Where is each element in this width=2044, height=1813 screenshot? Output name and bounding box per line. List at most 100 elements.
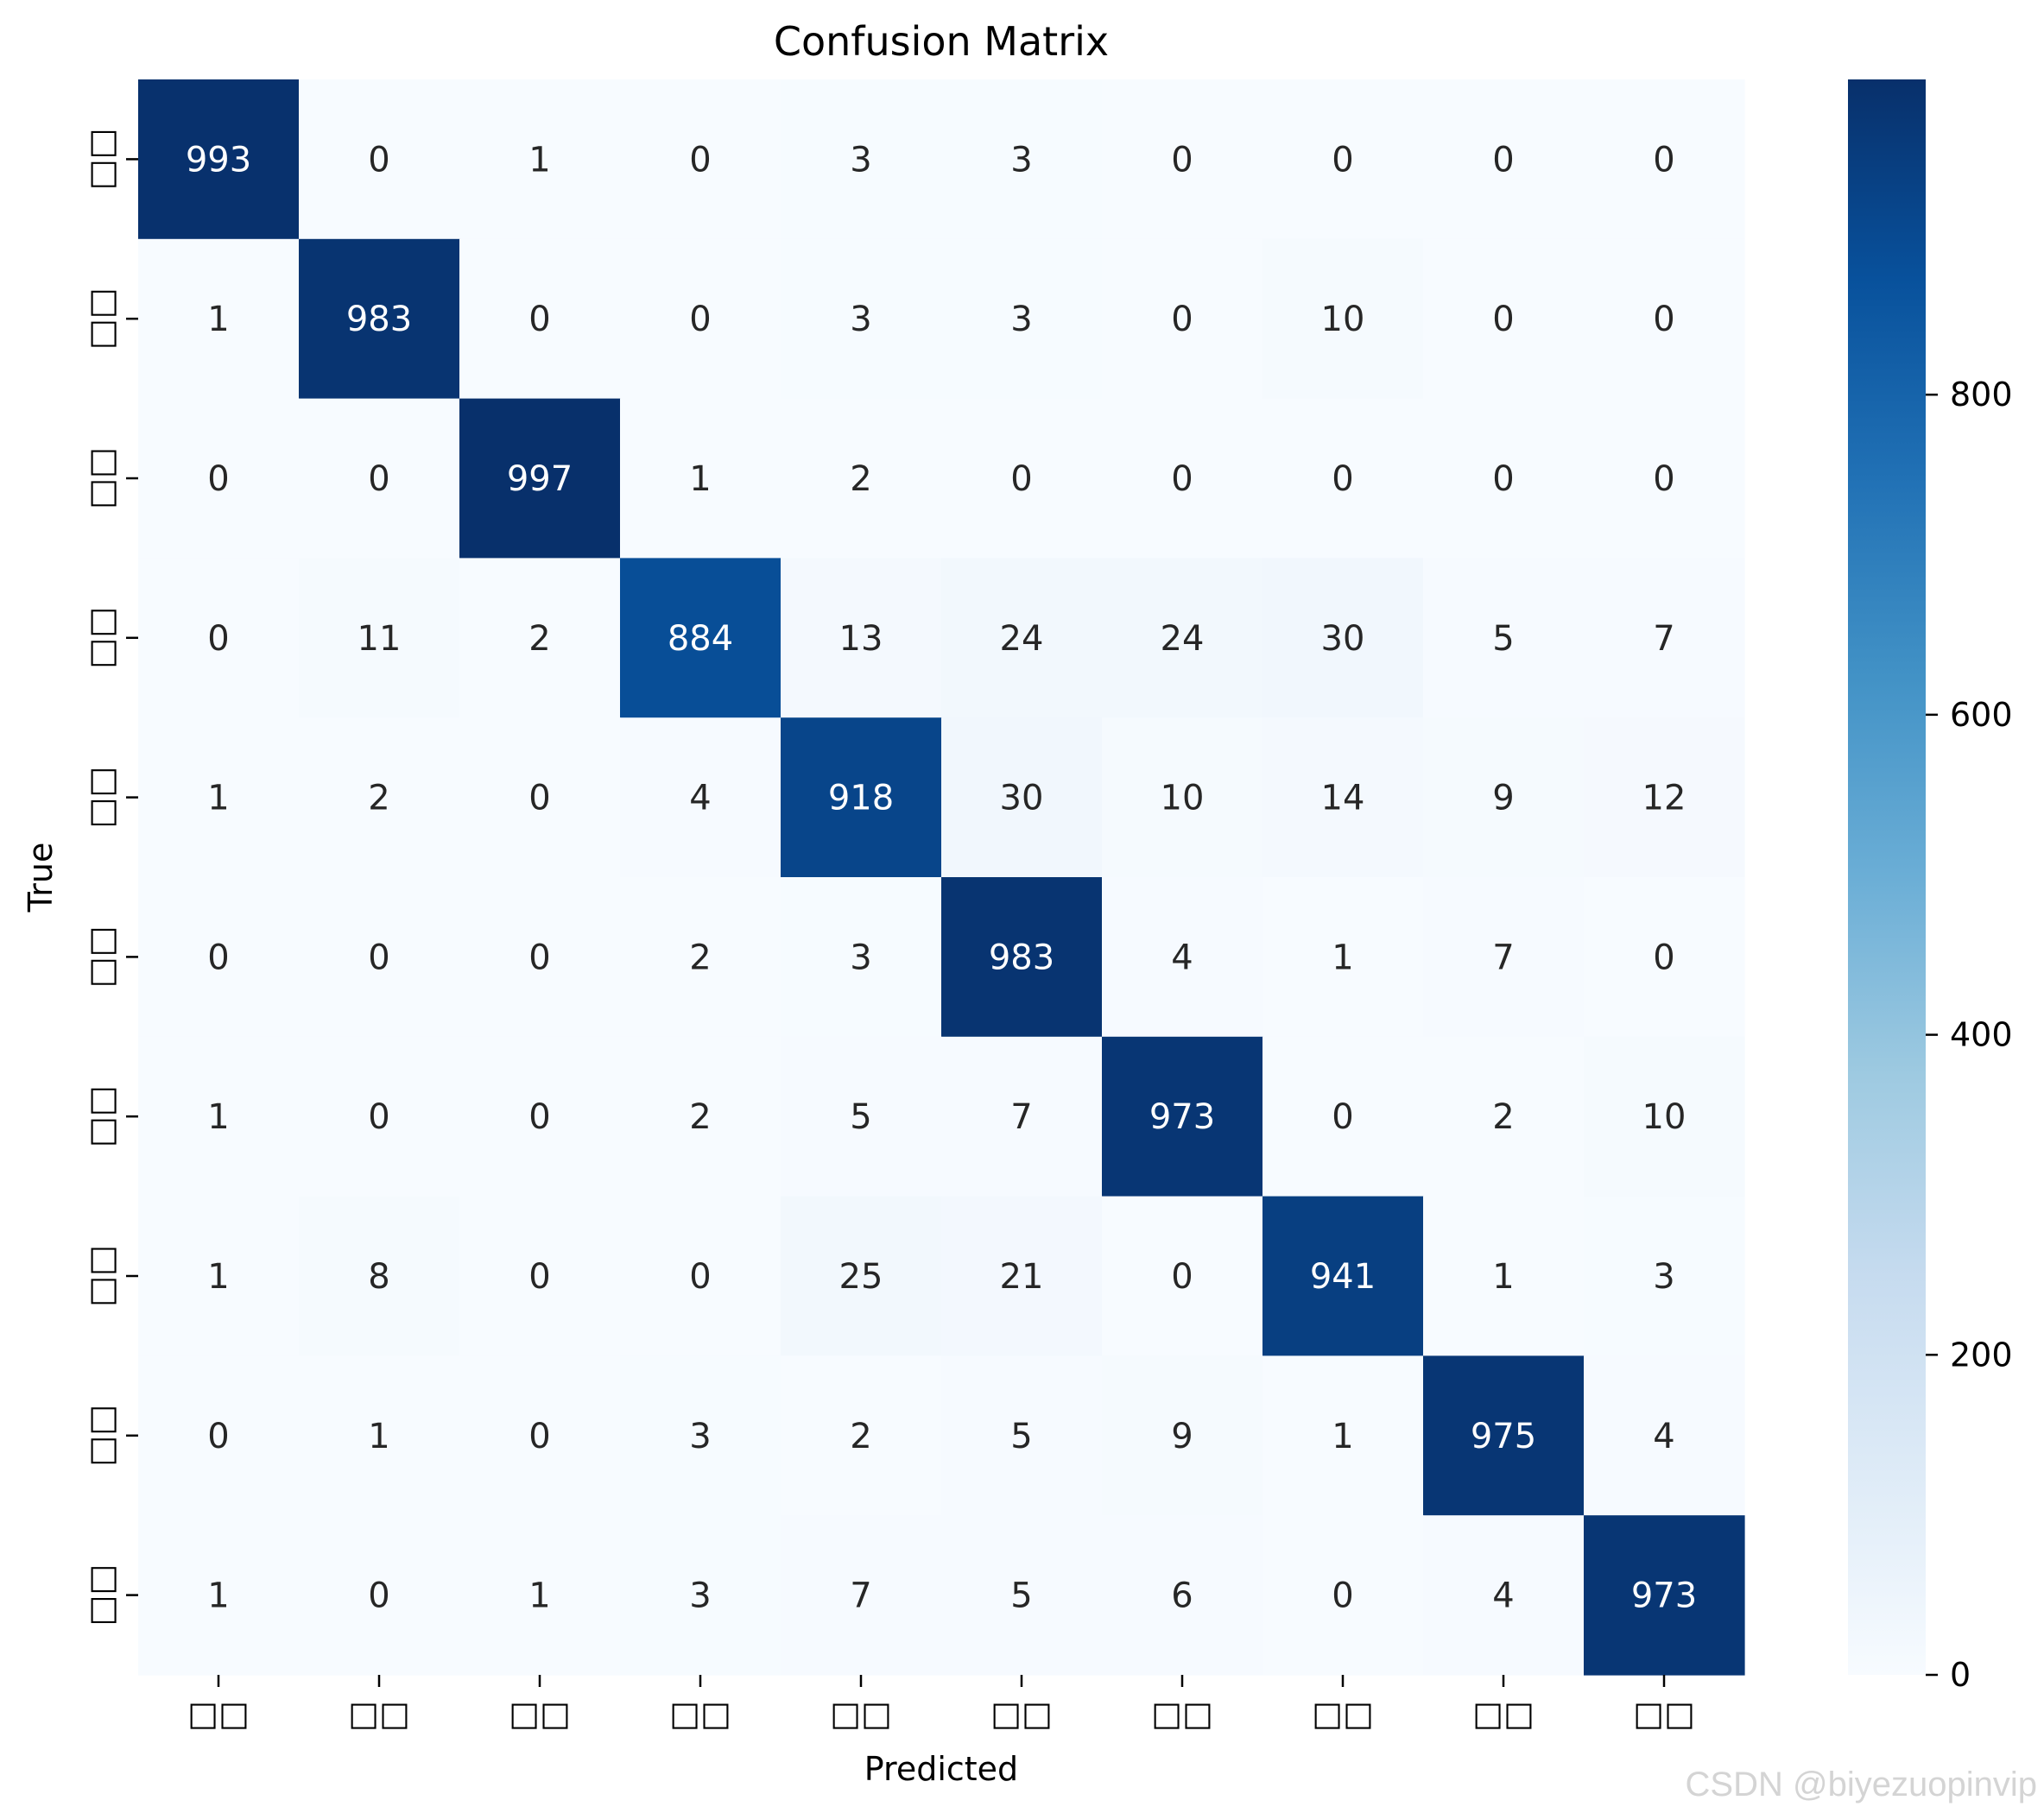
cell-value-label: 7 [850, 1576, 871, 1616]
cell-value-label: 0 [1171, 459, 1193, 499]
cell-value-label: 1 [207, 1257, 229, 1297]
y-tick-label: □□ [82, 1245, 120, 1307]
cell-value-label: 0 [1171, 1257, 1193, 1297]
cell-value-label: 0 [689, 140, 711, 180]
colorbar-tick-label: 0 [1950, 1656, 1971, 1694]
heatmap-cell [138, 1196, 300, 1356]
y-tick-label: □□ [82, 1564, 120, 1627]
heatmap-cell [459, 79, 621, 240]
heatmap-cell [1262, 717, 1424, 878]
cell-value-label: 30 [1321, 619, 1365, 659]
cell-value-label: 4 [1171, 938, 1193, 977]
heatmap-cell [459, 877, 621, 1038]
y-tick-label: □□ [82, 607, 120, 669]
cell-value-label: 5 [850, 1097, 871, 1137]
heatmap-cell [138, 79, 300, 240]
y-tick-label: □□ [82, 767, 120, 829]
cell-value-label: 9 [1492, 779, 1514, 818]
heatmap-cell [941, 877, 1103, 1038]
heatmap-cell [941, 1355, 1103, 1516]
x-tick-label: □□ [509, 1695, 571, 1733]
heatmap-cell [620, 1196, 782, 1356]
heatmap-cell [620, 238, 782, 400]
heatmap-cell [781, 398, 942, 559]
cell-value-label: 0 [1171, 140, 1193, 180]
cell-value-label: 2 [528, 619, 550, 659]
heatmap-cell [459, 717, 621, 878]
cell-value-label: 0 [1010, 459, 1032, 499]
heatmap-cell [941, 238, 1103, 400]
cell-value-label: 2 [1492, 1097, 1514, 1137]
heatmap-cell [299, 1036, 460, 1197]
heatmap-cell [781, 238, 942, 400]
cell-value-label: 3 [1010, 140, 1032, 180]
cell-value-label: 3 [850, 938, 871, 977]
heatmap-cell [1423, 1196, 1585, 1356]
cell-value-label: 12 [1642, 779, 1686, 818]
heatmap-cell [1262, 1196, 1424, 1356]
cell-value-label: 0 [1492, 300, 1514, 339]
cell-value-label: 0 [528, 1417, 550, 1456]
heatmap-cell [620, 1515, 782, 1676]
cell-value-label: 13 [839, 619, 883, 659]
cell-value-label: 4 [1653, 1417, 1674, 1456]
heatmap-cell [459, 398, 621, 559]
heatmap-cell [1584, 717, 1745, 878]
heatmap-cell [941, 1036, 1103, 1197]
cell-value-label: 0 [1653, 140, 1674, 180]
cell-value-label: 1 [689, 459, 711, 499]
heatmap-cell [620, 1036, 782, 1197]
heatmap-cell [459, 1196, 621, 1356]
cell-value-label: 5 [1010, 1576, 1032, 1616]
cell-value-label: 4 [689, 779, 711, 818]
y-axis-label: True [22, 843, 60, 913]
heatmap-cell [941, 398, 1103, 559]
colorbar-tick-label: 200 [1950, 1336, 2013, 1374]
cell-value-label: 1 [528, 1576, 550, 1616]
cell-value-label: 0 [528, 938, 550, 977]
heatmap-cell [1102, 558, 1263, 718]
heatmap-cell [941, 1515, 1103, 1676]
heatmap-cell [299, 558, 460, 718]
heatmap-cell [941, 1196, 1103, 1356]
heatmap-cell [1102, 1515, 1263, 1676]
x-tick-label: □□ [187, 1695, 250, 1733]
cell-value-label: 10 [1642, 1097, 1686, 1137]
cell-value-label: 3 [689, 1417, 711, 1456]
cell-value-label: 0 [1653, 300, 1674, 339]
heatmap-cell [299, 398, 460, 559]
cell-value-label: 2 [368, 779, 389, 818]
heatmap-cell [138, 558, 300, 718]
heatmap-cell [299, 238, 460, 400]
cell-value-label: 0 [528, 1097, 550, 1137]
cell-value-label: 3 [1010, 300, 1032, 339]
cell-value-label: 5 [1010, 1417, 1032, 1456]
heatmap-cell [781, 558, 942, 718]
cell-value-label: 1 [528, 140, 550, 180]
cell-value-label: 997 [507, 459, 573, 499]
heatmap-cell [620, 79, 782, 240]
cell-value-label: 0 [207, 938, 229, 977]
x-tick-label: □□ [669, 1695, 731, 1733]
heatmap-cell [1584, 1036, 1745, 1197]
heatmap-cell [781, 1355, 942, 1516]
heatmap-cell [1423, 1355, 1585, 1516]
heatmap-cell [459, 558, 621, 718]
y-tick-label: □□ [82, 1085, 120, 1147]
cell-value-label: 1 [207, 779, 229, 818]
heatmap-cell [138, 1036, 300, 1197]
heatmap-cell [1584, 1355, 1745, 1516]
cell-value-label: 2 [689, 938, 711, 977]
cell-value-label: 3 [850, 140, 871, 180]
cell-value-label: 25 [839, 1257, 883, 1297]
cell-value-label: 0 [528, 1257, 550, 1297]
cell-value-label: 10 [1161, 779, 1205, 818]
heatmap-cell [1423, 79, 1585, 240]
watermark-text: CSDN @biyezuopinvip [1685, 1766, 2037, 1804]
heatmap-cell [941, 717, 1103, 878]
cell-value-label: 0 [368, 459, 389, 499]
heatmap-cell [1423, 1036, 1585, 1197]
x-axis-ticks: □□ □□ □□ □□ □□ □□ □□ □□ □□ □□ [187, 1675, 1695, 1733]
y-tick-label: □□ [82, 447, 120, 509]
